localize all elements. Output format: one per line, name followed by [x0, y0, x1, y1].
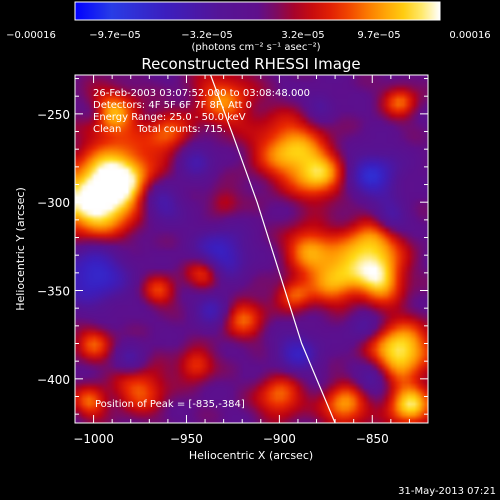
annotation-clean: Clean Total counts: 715.: [93, 124, 226, 135]
colorbar: [74, 1, 441, 21]
annotation-time: 26-Feb-2003 03:07:52.000 to 03:08:48.000: [93, 88, 310, 99]
solar-limb-curve: [210, 75, 336, 423]
x-tick-label: −900: [263, 432, 296, 446]
annotation-block: 26-Feb-2003 03:07:52.000 to 03:08:48.000…: [93, 88, 310, 135]
heatmap-image: [75, 75, 428, 423]
colorbar-tick-label: 0.00016: [449, 30, 490, 41]
y-tick-label: −300: [37, 196, 70, 210]
colorbar-ticks: −0.00016 −9.7e−05 −3.2e−05 3.2e−05 9.7e−05 0.…: [6, 30, 491, 41]
y-tick-label: −400: [37, 373, 70, 387]
colorbar-tick-label: −9.7e−05: [89, 30, 141, 41]
x-axis-label: Heliocentric X (arcsec): [189, 449, 313, 462]
x-tick-label: −950: [170, 432, 203, 446]
x-tick-label: −1000: [73, 432, 114, 446]
colorbar-tick-label: 9.7e−05: [357, 30, 400, 41]
annotation-energy: Energy Range: 25.0 - 50.0 keV: [93, 112, 246, 123]
axis-ticks: −1000 −950 −900 −850 −250 −300 −350 −400: [37, 75, 428, 446]
colorbar-unit-label: (photons cm⁻² s⁻¹ asec⁻²): [191, 42, 320, 53]
colorbar-tick-label: −3.2e−05: [181, 30, 233, 41]
colorbar-tick-label: 3.2e−05: [281, 30, 324, 41]
x-tick-label: −850: [356, 432, 389, 446]
image-area: 26-Feb-2003 03:07:52.000 to 03:08:48.000…: [75, 75, 428, 423]
y-tick-label: −350: [37, 285, 70, 299]
annotation-detectors: Detectors: 4F 5F 6F 7F 8F, Att 0: [93, 100, 252, 111]
plot-frame: [74, 74, 429, 424]
colorbar-tick-label: −0.00016: [6, 30, 56, 41]
footer-timestamp: 31-May-2013 07:21: [398, 486, 496, 497]
y-axis-label: Heliocentric Y (arcsec): [14, 187, 27, 311]
peak-position-label: Position of Peak = [-835,-384]: [95, 399, 245, 410]
chart-title: Reconstructed RHESSI Image: [141, 55, 360, 73]
y-tick-label: −250: [37, 108, 70, 122]
